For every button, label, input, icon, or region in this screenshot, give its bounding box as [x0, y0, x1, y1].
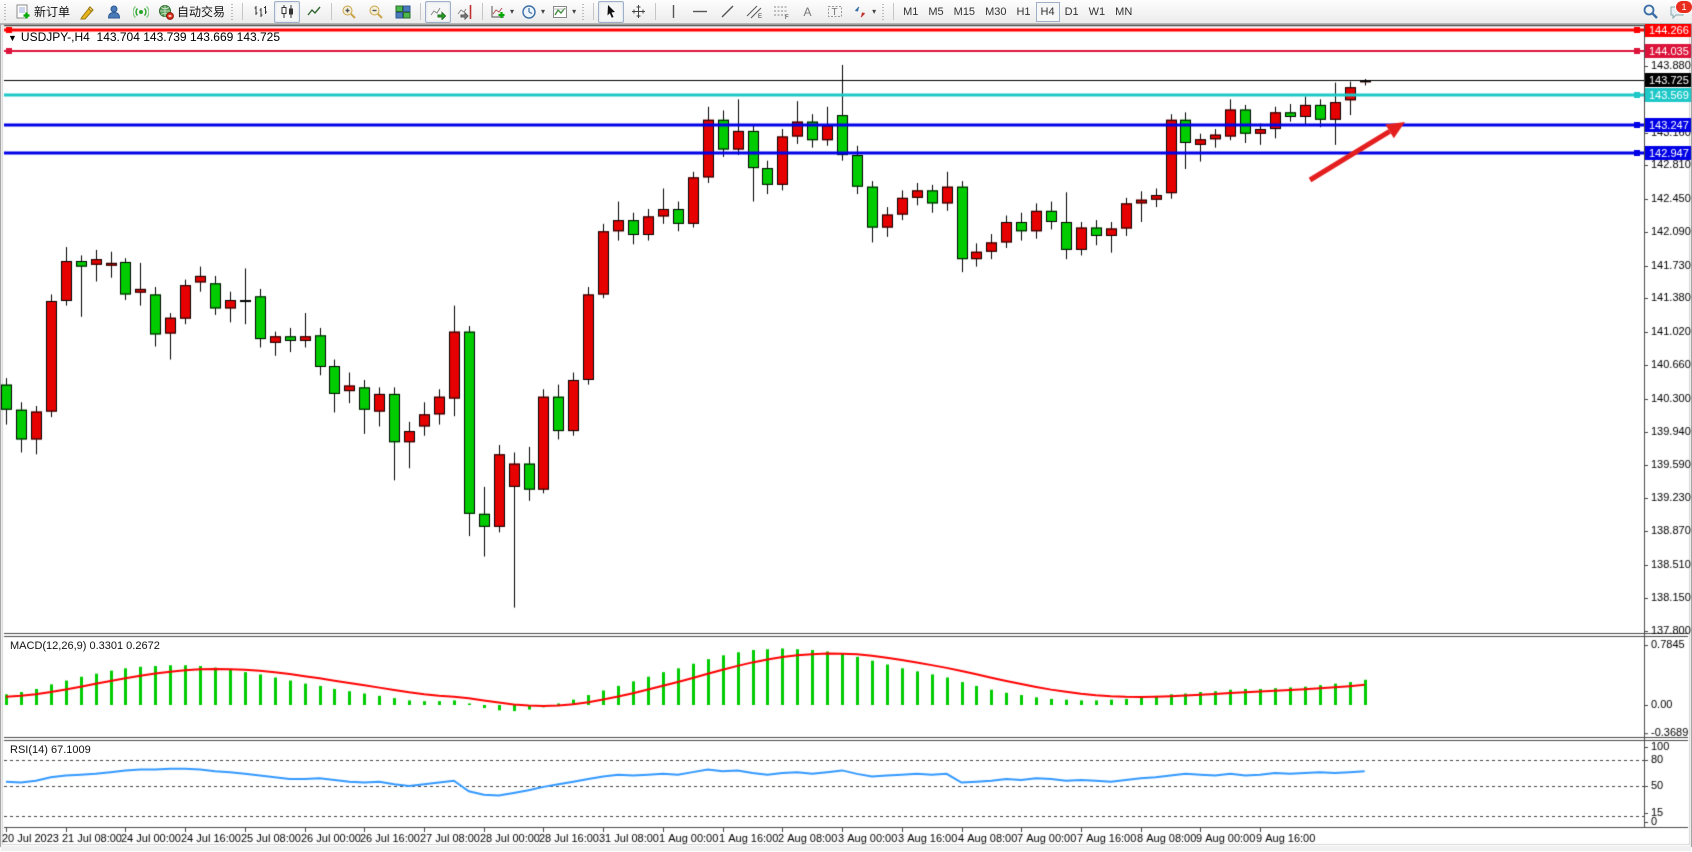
- new-order-icon: [16, 4, 30, 18]
- metaeditor-button[interactable]: [74, 1, 100, 23]
- vertical-line-button[interactable]: [660, 1, 686, 23]
- svg-text:E: E: [758, 14, 762, 20]
- indicators-icon: [491, 5, 505, 18]
- fibonacci-button[interactable]: F: [768, 1, 794, 23]
- chart-shift-icon: [457, 4, 472, 20]
- timeframe-m30[interactable]: M30: [985, 5, 1007, 18]
- indicators-button[interactable]: ▾: [487, 1, 517, 23]
- dropdown-caret: ▾: [872, 7, 877, 16]
- trendline-button[interactable]: [714, 1, 740, 23]
- toolbar-grip[interactable]: [231, 3, 237, 20]
- zoom-in-button[interactable]: [336, 1, 362, 23]
- timeframe-mn[interactable]: MN: [1115, 5, 1133, 18]
- auto-scroll-button[interactable]: [425, 0, 452, 23]
- timeframe-w1[interactable]: W1: [1088, 5, 1106, 18]
- community-person-icon: [108, 5, 121, 18]
- cursor-icon: [607, 5, 616, 18]
- chart-ohlc-values: 143.704 143.739 143.669 143.725: [96, 30, 281, 44]
- line-chart-button[interactable]: [301, 1, 327, 23]
- candlestick-chart-button[interactable]: [274, 0, 301, 23]
- notification-badge: 1: [1675, 0, 1692, 14]
- toolbar-grip[interactable]: [882, 3, 888, 20]
- cursor-button[interactable]: [598, 0, 625, 23]
- chart-symbol-timeframe: USDJPY-,H4: [20, 30, 90, 44]
- metaeditor-icon: [80, 5, 94, 19]
- horizontal-line-button[interactable]: [687, 1, 713, 23]
- zoom-out-button[interactable]: [363, 1, 389, 23]
- bar-chart-icon: [254, 6, 267, 17]
- text-icon: A: [804, 5, 812, 19]
- timeframe-d1[interactable]: D1: [1064, 5, 1079, 18]
- timeframe-group: M1 M5 M15 M30 H1 H4 D1 W1 MN: [898, 1, 1137, 22]
- zoom-out-icon: [369, 5, 383, 19]
- separator: [893, 3, 895, 20]
- templates-icon: [553, 5, 568, 18]
- text-button[interactable]: A: [795, 1, 821, 23]
- svg-text:F: F: [785, 15, 789, 20]
- separator: [420, 3, 422, 20]
- arrows-button[interactable]: ▾: [849, 1, 879, 23]
- periods-clock-icon: [522, 4, 536, 19]
- separator: [482, 3, 484, 20]
- crosshair-button[interactable]: [625, 1, 651, 23]
- fibonacci-icon: F: [773, 6, 789, 20]
- autotrading-icon: [159, 4, 174, 20]
- macd-indicator-label: MACD(12,26,9) 0.3301 0.2672: [10, 640, 160, 652]
- search-button[interactable]: [1637, 1, 1663, 23]
- timeframe-h4[interactable]: H4: [1035, 1, 1060, 22]
- new-order-button[interactable]: 新订单: [12, 1, 73, 23]
- line-chart-icon: [306, 6, 321, 16]
- templates-button[interactable]: ▾: [549, 1, 579, 23]
- community-button[interactable]: [101, 1, 127, 23]
- vertical-line-icon: [672, 5, 674, 18]
- separator: [242, 3, 244, 20]
- equidistant-channel-icon: E: [746, 5, 762, 20]
- bar-chart-button[interactable]: [247, 1, 273, 23]
- chart-title: ▼ USDJPY-,H4 143.704 143.739 143.669 143.…: [8, 30, 280, 44]
- svg-text:T: T: [832, 7, 838, 18]
- timeframe-h1[interactable]: H1: [1016, 5, 1031, 18]
- periods-button[interactable]: ▾: [518, 1, 548, 23]
- toolbar-grip[interactable]: [582, 3, 588, 20]
- notifications-button[interactable]: 1: [1664, 0, 1692, 23]
- signals-icon: [133, 5, 150, 18]
- search-icon: [1643, 4, 1658, 19]
- trendline-icon: [721, 5, 734, 18]
- autotrading-label: 自动交易: [177, 5, 226, 19]
- crosshair-icon: [631, 5, 645, 18]
- horizontal-line-icon: [693, 10, 708, 13]
- auto-scroll-icon: [430, 7, 447, 20]
- new-order-label: 新订单: [34, 5, 71, 19]
- tile-windows-button[interactable]: [390, 1, 416, 23]
- toolbar-grip[interactable]: [4, 3, 9, 20]
- dropdown-caret: ▾: [572, 7, 577, 16]
- timeframe-m5[interactable]: M5: [928, 5, 944, 18]
- dropdown-caret: ▾: [510, 7, 515, 16]
- svg-text:A: A: [804, 5, 812, 19]
- toolbar: 新订单: [0, 0, 1692, 24]
- separator: [655, 3, 657, 20]
- zoom-in-icon: [342, 5, 356, 19]
- separator: [331, 3, 333, 20]
- arrow-objects-icon: [855, 6, 866, 17]
- signals-button[interactable]: [128, 1, 154, 23]
- rsi-indicator-label: RSI(14) 67.1009: [10, 744, 91, 756]
- timeframe-m15[interactable]: M15: [953, 5, 976, 18]
- symbol-marker-icon: ▼: [8, 33, 17, 43]
- text-label-button[interactable]: T: [822, 1, 848, 23]
- candlestick-chart-icon: [281, 5, 293, 18]
- text-label-icon: T: [828, 6, 843, 18]
- autotrading-button[interactable]: 自动交易: [155, 1, 228, 23]
- dropdown-caret: ▾: [541, 7, 546, 16]
- channel-button[interactable]: E: [741, 1, 767, 23]
- timeframe-m1[interactable]: M1: [903, 5, 919, 18]
- separator: [593, 3, 595, 20]
- tile-windows-icon: [395, 5, 411, 18]
- chart-shift-button[interactable]: [452, 1, 478, 23]
